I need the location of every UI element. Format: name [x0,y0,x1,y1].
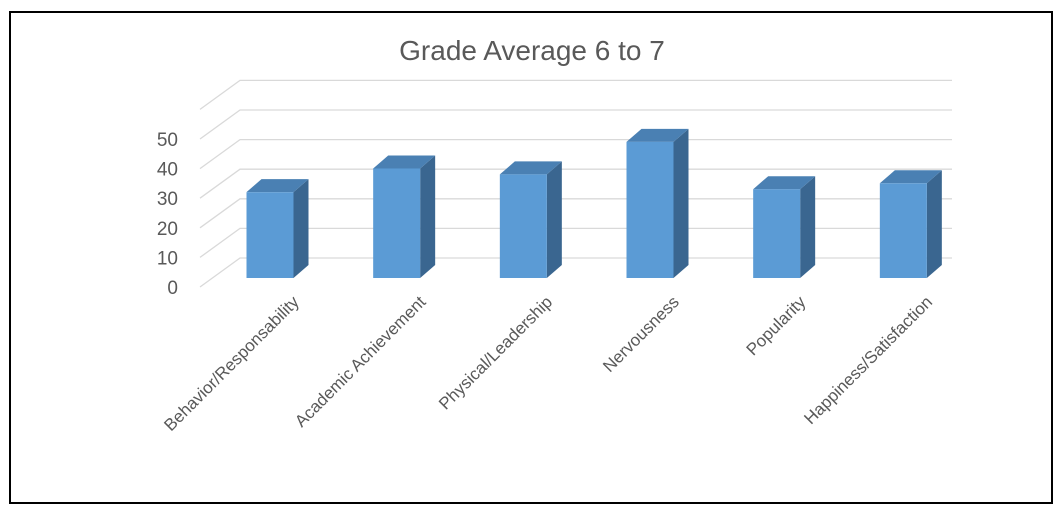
bar-front [753,189,801,278]
x-tick-label: Happiness/Satisfaction [800,292,936,428]
y-tick-label: 10 [157,248,178,269]
bar-top [499,161,562,175]
bar-front [373,168,421,278]
x-tick-label: Popularity [743,292,810,359]
bar-side [546,161,562,278]
bar-front [246,192,294,278]
bar-front [879,183,927,278]
gridline-30 [199,168,952,199]
gridline-0 [199,257,952,288]
y-tick-label: 30 [157,189,178,210]
bar-side [420,155,436,278]
bar-side [293,179,309,278]
bar [753,176,816,278]
y-tick-label: 0 [167,278,178,299]
bar-top [246,179,309,193]
y-tick-label: 40 [157,160,178,181]
bar [246,179,309,278]
bar-top [879,170,942,184]
bar-top [373,155,436,169]
x-tick-label: Nervousness [599,292,683,376]
y-axis-ticks: 0 10 20 30 40 50 [157,130,178,299]
chart-title: Grade Average 6 to 7 [399,35,665,66]
bar [373,155,436,278]
gridlines [199,79,952,288]
y-tick-label: 20 [157,219,178,240]
bar [499,161,562,278]
bar-front [499,174,547,278]
gridline-10 [199,227,952,258]
bar-front [626,141,674,278]
bar-top [753,176,816,190]
x-tick-label: Academic Achievement [291,292,430,431]
gridline-top [199,79,952,110]
y-tick-label: 50 [157,130,178,151]
gridline-20 [199,198,952,229]
x-tick-label: Physical/Leadership [435,292,556,413]
bar-side [800,176,816,278]
gridline-40 [199,138,952,170]
x-tick-label: Behavior/Responsability [160,292,303,435]
bar-side [673,128,689,278]
bar-top [626,128,689,142]
bars [246,128,942,278]
bar [626,128,689,278]
bar [879,170,942,278]
gridline-50 [199,109,952,140]
bar-side [926,170,942,278]
